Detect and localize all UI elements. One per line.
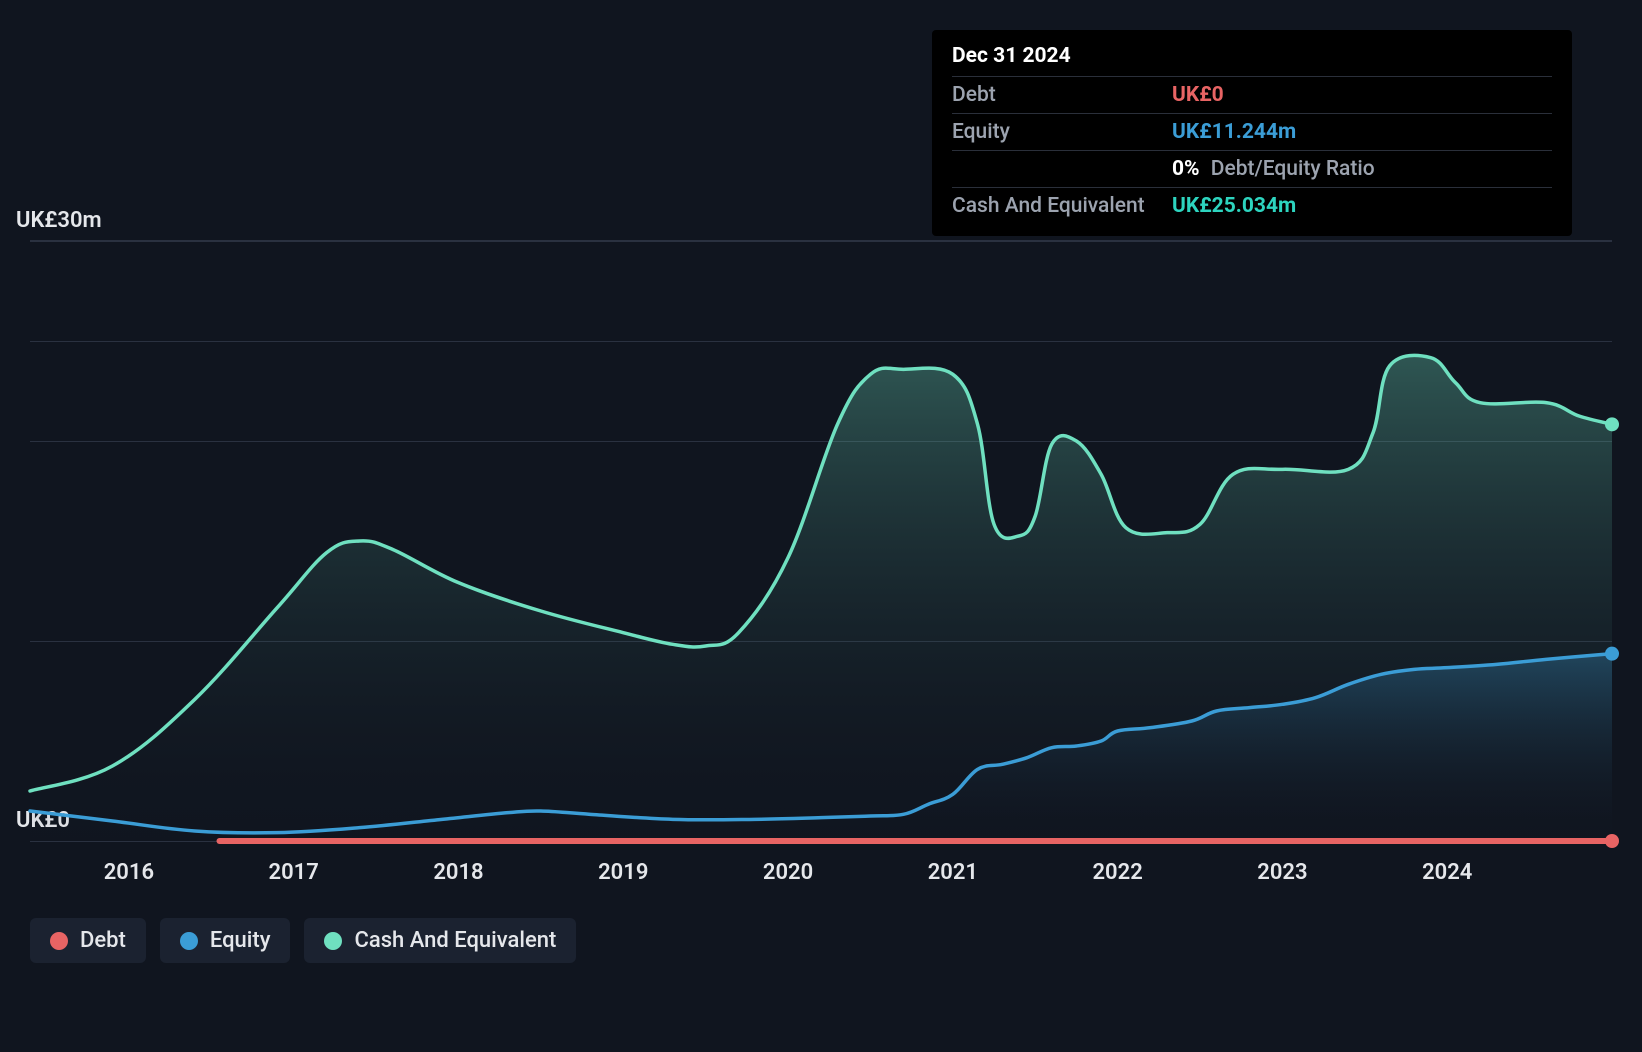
tooltip-row-value: UK£11.244m [1172, 120, 1296, 144]
tooltip-row-label: Cash And Equivalent [952, 194, 1172, 218]
equity-end-marker [1605, 647, 1619, 661]
tooltip-date: Dec 31 2024 [952, 44, 1552, 76]
tooltip-row: EquityUK£11.244m [952, 113, 1552, 150]
tooltip: Dec 31 2024 DebtUK£0EquityUK£11.244m0% D… [932, 30, 1572, 236]
x-tick: 2021 [903, 860, 1003, 885]
legend-label: Equity [210, 928, 271, 953]
x-tick: 2019 [573, 860, 673, 885]
legend-item-cash-and-equivalent[interactable]: Cash And Equivalent [304, 918, 576, 963]
tooltip-row: Cash And EquivalentUK£25.034m [952, 187, 1552, 224]
tooltip-row: DebtUK£0 [952, 76, 1552, 113]
legend-item-equity[interactable]: Equity [160, 918, 291, 963]
legend-label: Debt [80, 928, 126, 953]
legend-dot-icon [50, 932, 68, 950]
tooltip-row-label: Equity [952, 120, 1172, 144]
plot-area[interactable] [30, 240, 1612, 840]
legend: Debt Equity Cash And Equivalent [30, 918, 576, 963]
x-tick: 2023 [1232, 860, 1332, 885]
x-tick: 2020 [738, 860, 838, 885]
tooltip-row-label: Debt [952, 83, 1172, 107]
legend-item-debt[interactable]: Debt [30, 918, 146, 963]
tooltip-row-value: 0% Debt/Equity Ratio [1172, 157, 1375, 181]
legend-label: Cash And Equivalent [354, 928, 556, 953]
tooltip-row-value: UK£25.034m [1172, 194, 1296, 218]
x-tick: 2017 [244, 860, 344, 885]
y-axis-label-top: UK£30m [16, 208, 102, 233]
tooltip-row-value: UK£0 [1172, 83, 1224, 107]
chart-svg [30, 241, 1612, 840]
chart-container: UK£30m UK£0 2016 2017 2018 2019 2020 2021 2022… [0, 0, 1642, 1052]
cash-end-marker [1605, 417, 1619, 431]
tooltip-row-label [952, 157, 1172, 181]
x-tick: 2018 [408, 860, 508, 885]
x-tick: 2022 [1068, 860, 1168, 885]
tooltip-row: 0% Debt/Equity Ratio [952, 150, 1552, 187]
legend-dot-icon [180, 932, 198, 950]
x-tick: 2024 [1397, 860, 1497, 885]
legend-dot-icon [324, 932, 342, 950]
x-axis: 2016 2017 2018 2019 2020 2021 2022 2023 2024 [30, 840, 1612, 890]
x-tick: 2016 [79, 860, 179, 885]
